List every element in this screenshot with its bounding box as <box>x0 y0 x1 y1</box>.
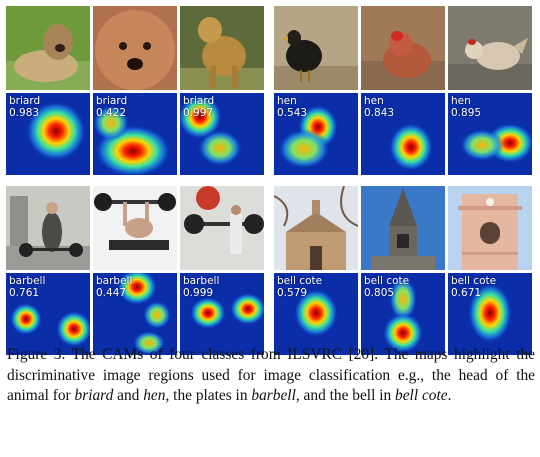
caption-text: and <box>113 387 144 404</box>
photo-row <box>6 6 264 90</box>
photo-row <box>274 186 532 270</box>
cam-score: 0.997 <box>183 107 214 119</box>
caption-text: Figure 3. The CAMs of four classes from … <box>7 346 535 404</box>
cam-heatmap: hen 0.543 <box>274 93 358 175</box>
cam-score: 0.761 <box>9 287 40 299</box>
cam-class-label: hen <box>451 95 471 107</box>
cam-score: 0.447 <box>96 287 127 299</box>
photo-row <box>274 6 532 90</box>
cam-heatmap: bell cote 0.671 <box>448 273 532 355</box>
caption-text: , and the bell in <box>295 387 396 404</box>
caption-text: . <box>447 387 452 404</box>
cam-class-label: briard <box>96 95 128 107</box>
class-group-hen: hen 0.543 hen 0.843 hen 0.895 <box>274 6 532 175</box>
cam-score: 0.671 <box>451 287 482 299</box>
cam-class-label: briard <box>183 95 215 107</box>
cam-score: 0.422 <box>96 107 127 119</box>
cam-heatmap: bell cote 0.579 <box>274 273 358 355</box>
class-group-briard: briard 0.983 briard 0.422 briard 0.997 <box>6 6 264 175</box>
caption-text: , the plates in <box>165 387 252 404</box>
cam-row: bell cote 0.579 bell cote 0.805 bell cote 0… <box>274 270 532 355</box>
hen-photo-2 <box>361 6 445 90</box>
briard-photo-1 <box>6 6 90 90</box>
caption-class-barbell: barbell <box>251 387 296 404</box>
figure-caption: Figure 3. The CAMs of four classes from … <box>7 345 535 407</box>
cam-class-label: bell cote <box>277 275 323 287</box>
briard-photo-3 <box>180 6 264 90</box>
bell-cote-photo-2 <box>361 186 445 270</box>
cam-class-label: hen <box>277 95 297 107</box>
cam-figure: briard 0.983 briard 0.422 briard 0.997 <box>6 6 534 355</box>
cam-heatmap: barbell 0.447 <box>93 273 177 355</box>
cam-heatmap: barbell 0.761 <box>6 273 90 355</box>
cam-heatmap: briard 0.997 <box>180 93 264 175</box>
cam-row: barbell 0.761 barbell 0.447 barbell 0.999 <box>6 270 264 355</box>
cam-heatmap: briard 0.422 <box>93 93 177 175</box>
cam-score: 0.805 <box>364 287 395 299</box>
cam-class-label: bell cote <box>364 275 410 287</box>
cam-row: briard 0.983 briard 0.422 briard 0.997 <box>6 90 264 175</box>
class-group-bell-cote: bell cote 0.579 bell cote 0.805 bell cote 0… <box>274 186 532 355</box>
cam-class-label: barbell <box>9 275 46 287</box>
cam-score: 0.983 <box>9 107 40 119</box>
cam-heatmap: barbell 0.999 <box>180 273 264 355</box>
cam-class-label: bell cote <box>451 275 497 287</box>
caption-class-hen: hen <box>143 387 166 404</box>
cam-class-label: barbell <box>96 275 133 287</box>
hen-photo-1 <box>274 6 358 90</box>
cam-heatmap: briard 0.983 <box>6 93 90 175</box>
briard-photo-2 <box>93 6 177 90</box>
caption-class-bell-cote: bell cote <box>395 387 448 404</box>
barbell-photo-3 <box>180 186 264 270</box>
cam-score: 0.543 <box>277 107 308 119</box>
cam-class-label: briard <box>9 95 41 107</box>
hen-photo-3 <box>448 6 532 90</box>
cam-score: 0.579 <box>277 287 308 299</box>
class-group-barbell: barbell 0.761 barbell 0.447 barbell 0.999 <box>6 186 264 355</box>
bell-cote-photo-3 <box>448 186 532 270</box>
cam-score: 0.843 <box>364 107 395 119</box>
barbell-photo-2 <box>93 186 177 270</box>
photo-row <box>6 186 264 270</box>
cam-heatmap: bell cote 0.805 <box>361 273 445 355</box>
cam-score: 0.999 <box>183 287 214 299</box>
barbell-photo-1 <box>6 186 90 270</box>
cam-row: hen 0.543 hen 0.843 hen 0.895 <box>274 90 532 175</box>
cam-heatmap: hen 0.843 <box>361 93 445 175</box>
cam-score: 0.895 <box>451 107 482 119</box>
cam-heatmap: hen 0.895 <box>448 93 532 175</box>
cam-class-label: hen <box>364 95 384 107</box>
caption-class-briard: briard <box>74 387 114 404</box>
bell-cote-photo-1 <box>274 186 358 270</box>
cam-class-label: barbell <box>183 275 220 287</box>
